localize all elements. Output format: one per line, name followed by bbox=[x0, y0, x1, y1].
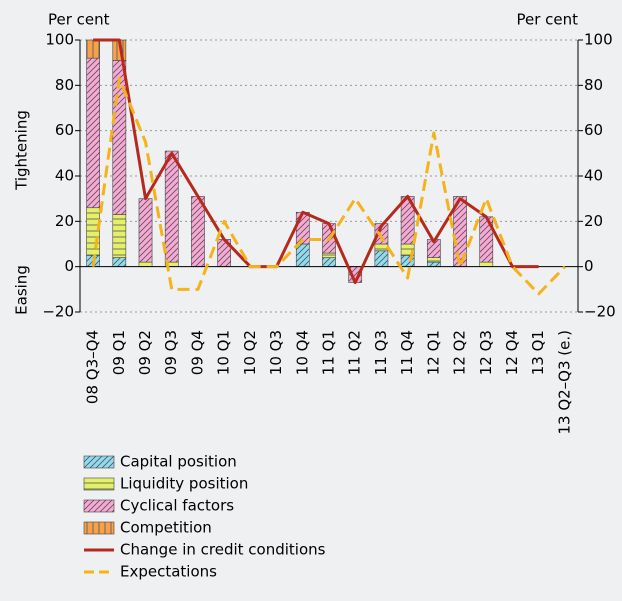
legend-swatch bbox=[83, 477, 115, 491]
bar-segment bbox=[479, 261, 494, 267]
x-tick-label: 12 Q1 bbox=[424, 330, 442, 375]
x-tick-label: 09 Q2 bbox=[136, 330, 154, 375]
bar-segment bbox=[374, 223, 389, 245]
series-line bbox=[91, 77, 566, 296]
x-tick-label: 11 Q4 bbox=[398, 330, 416, 375]
x-tick-label: 08 Q3–Q4 bbox=[84, 330, 102, 404]
bar-segment bbox=[426, 257, 441, 263]
y-label-bottom: Easing bbox=[13, 265, 31, 315]
y-tick-label: 60 bbox=[55, 121, 74, 139]
y-label-top: Tightening bbox=[13, 110, 31, 191]
bar-segment bbox=[138, 261, 153, 267]
x-tick-label: 11 Q1 bbox=[320, 330, 338, 375]
bar-segment bbox=[86, 57, 100, 209]
y2-tick-label: 100 bbox=[584, 31, 613, 49]
y2-tick-label: 0 bbox=[584, 257, 594, 275]
x-tick-label: 11 Q2 bbox=[346, 330, 364, 375]
legend-label: Expectations bbox=[120, 563, 217, 581]
x-tick-label: 10 Q4 bbox=[293, 330, 311, 375]
x-tick-label: 10 Q3 bbox=[267, 330, 285, 375]
y-unit-right: Per cent bbox=[516, 11, 578, 29]
bar-segment bbox=[164, 150, 179, 263]
bar-segment bbox=[112, 214, 127, 258]
x-tick-label: 09 Q1 bbox=[110, 330, 128, 375]
x-tick-label: 13 Q2–Q3 (e.) bbox=[555, 330, 573, 435]
legend-label: Change in credit conditions bbox=[120, 541, 326, 559]
legend-swatch bbox=[83, 455, 115, 469]
legend-label: Liquidity position bbox=[120, 475, 248, 493]
y-tick-label: 0 bbox=[64, 257, 74, 275]
x-tick-label: 10 Q2 bbox=[241, 330, 259, 375]
x-tick-label: 09 Q3 bbox=[162, 330, 180, 375]
y-tick-label: 20 bbox=[55, 212, 74, 230]
x-tick-label: 12 Q2 bbox=[451, 330, 469, 375]
legend-label: Cyclical factors bbox=[120, 497, 234, 515]
y2-tick-label: 40 bbox=[584, 167, 603, 185]
y2-tick-label: −20 bbox=[584, 303, 616, 321]
legend-swatch bbox=[83, 499, 115, 513]
y-tick-label: −20 bbox=[42, 303, 74, 321]
bar-segment bbox=[112, 257, 127, 267]
y-tick-label: 80 bbox=[55, 76, 74, 94]
y2-tick-label: 80 bbox=[584, 76, 603, 94]
x-tick-label: 12 Q4 bbox=[503, 330, 521, 375]
bar-segment bbox=[86, 207, 100, 256]
x-tick-label: 10 Q1 bbox=[215, 330, 233, 375]
bar-segment bbox=[426, 261, 441, 267]
bar-segment bbox=[374, 243, 389, 252]
legend-label: Competition bbox=[120, 519, 212, 537]
x-tick-label: 12 Q3 bbox=[477, 330, 495, 375]
bar-segment bbox=[374, 250, 389, 267]
x-tick-label: 11 Q3 bbox=[372, 330, 390, 375]
y2-tick-label: 20 bbox=[584, 212, 603, 230]
y-unit-left: Per cent bbox=[48, 11, 110, 29]
x-tick-label: 13 Q1 bbox=[529, 330, 547, 375]
series-line bbox=[93, 38, 539, 285]
y2-tick-label: 60 bbox=[584, 121, 603, 139]
bar-segment bbox=[322, 257, 336, 267]
bar-segment bbox=[138, 198, 153, 263]
y-tick-label: 100 bbox=[45, 31, 74, 49]
bar-segment bbox=[86, 39, 100, 59]
x-tick-label: 09 Q4 bbox=[188, 330, 206, 375]
bar-segment bbox=[322, 252, 336, 258]
bar-segment bbox=[191, 196, 205, 267]
legend-swatch bbox=[83, 521, 115, 535]
bar-segment bbox=[295, 243, 310, 267]
y-tick-label: 40 bbox=[55, 167, 74, 185]
legend-label: Capital position bbox=[120, 453, 237, 471]
